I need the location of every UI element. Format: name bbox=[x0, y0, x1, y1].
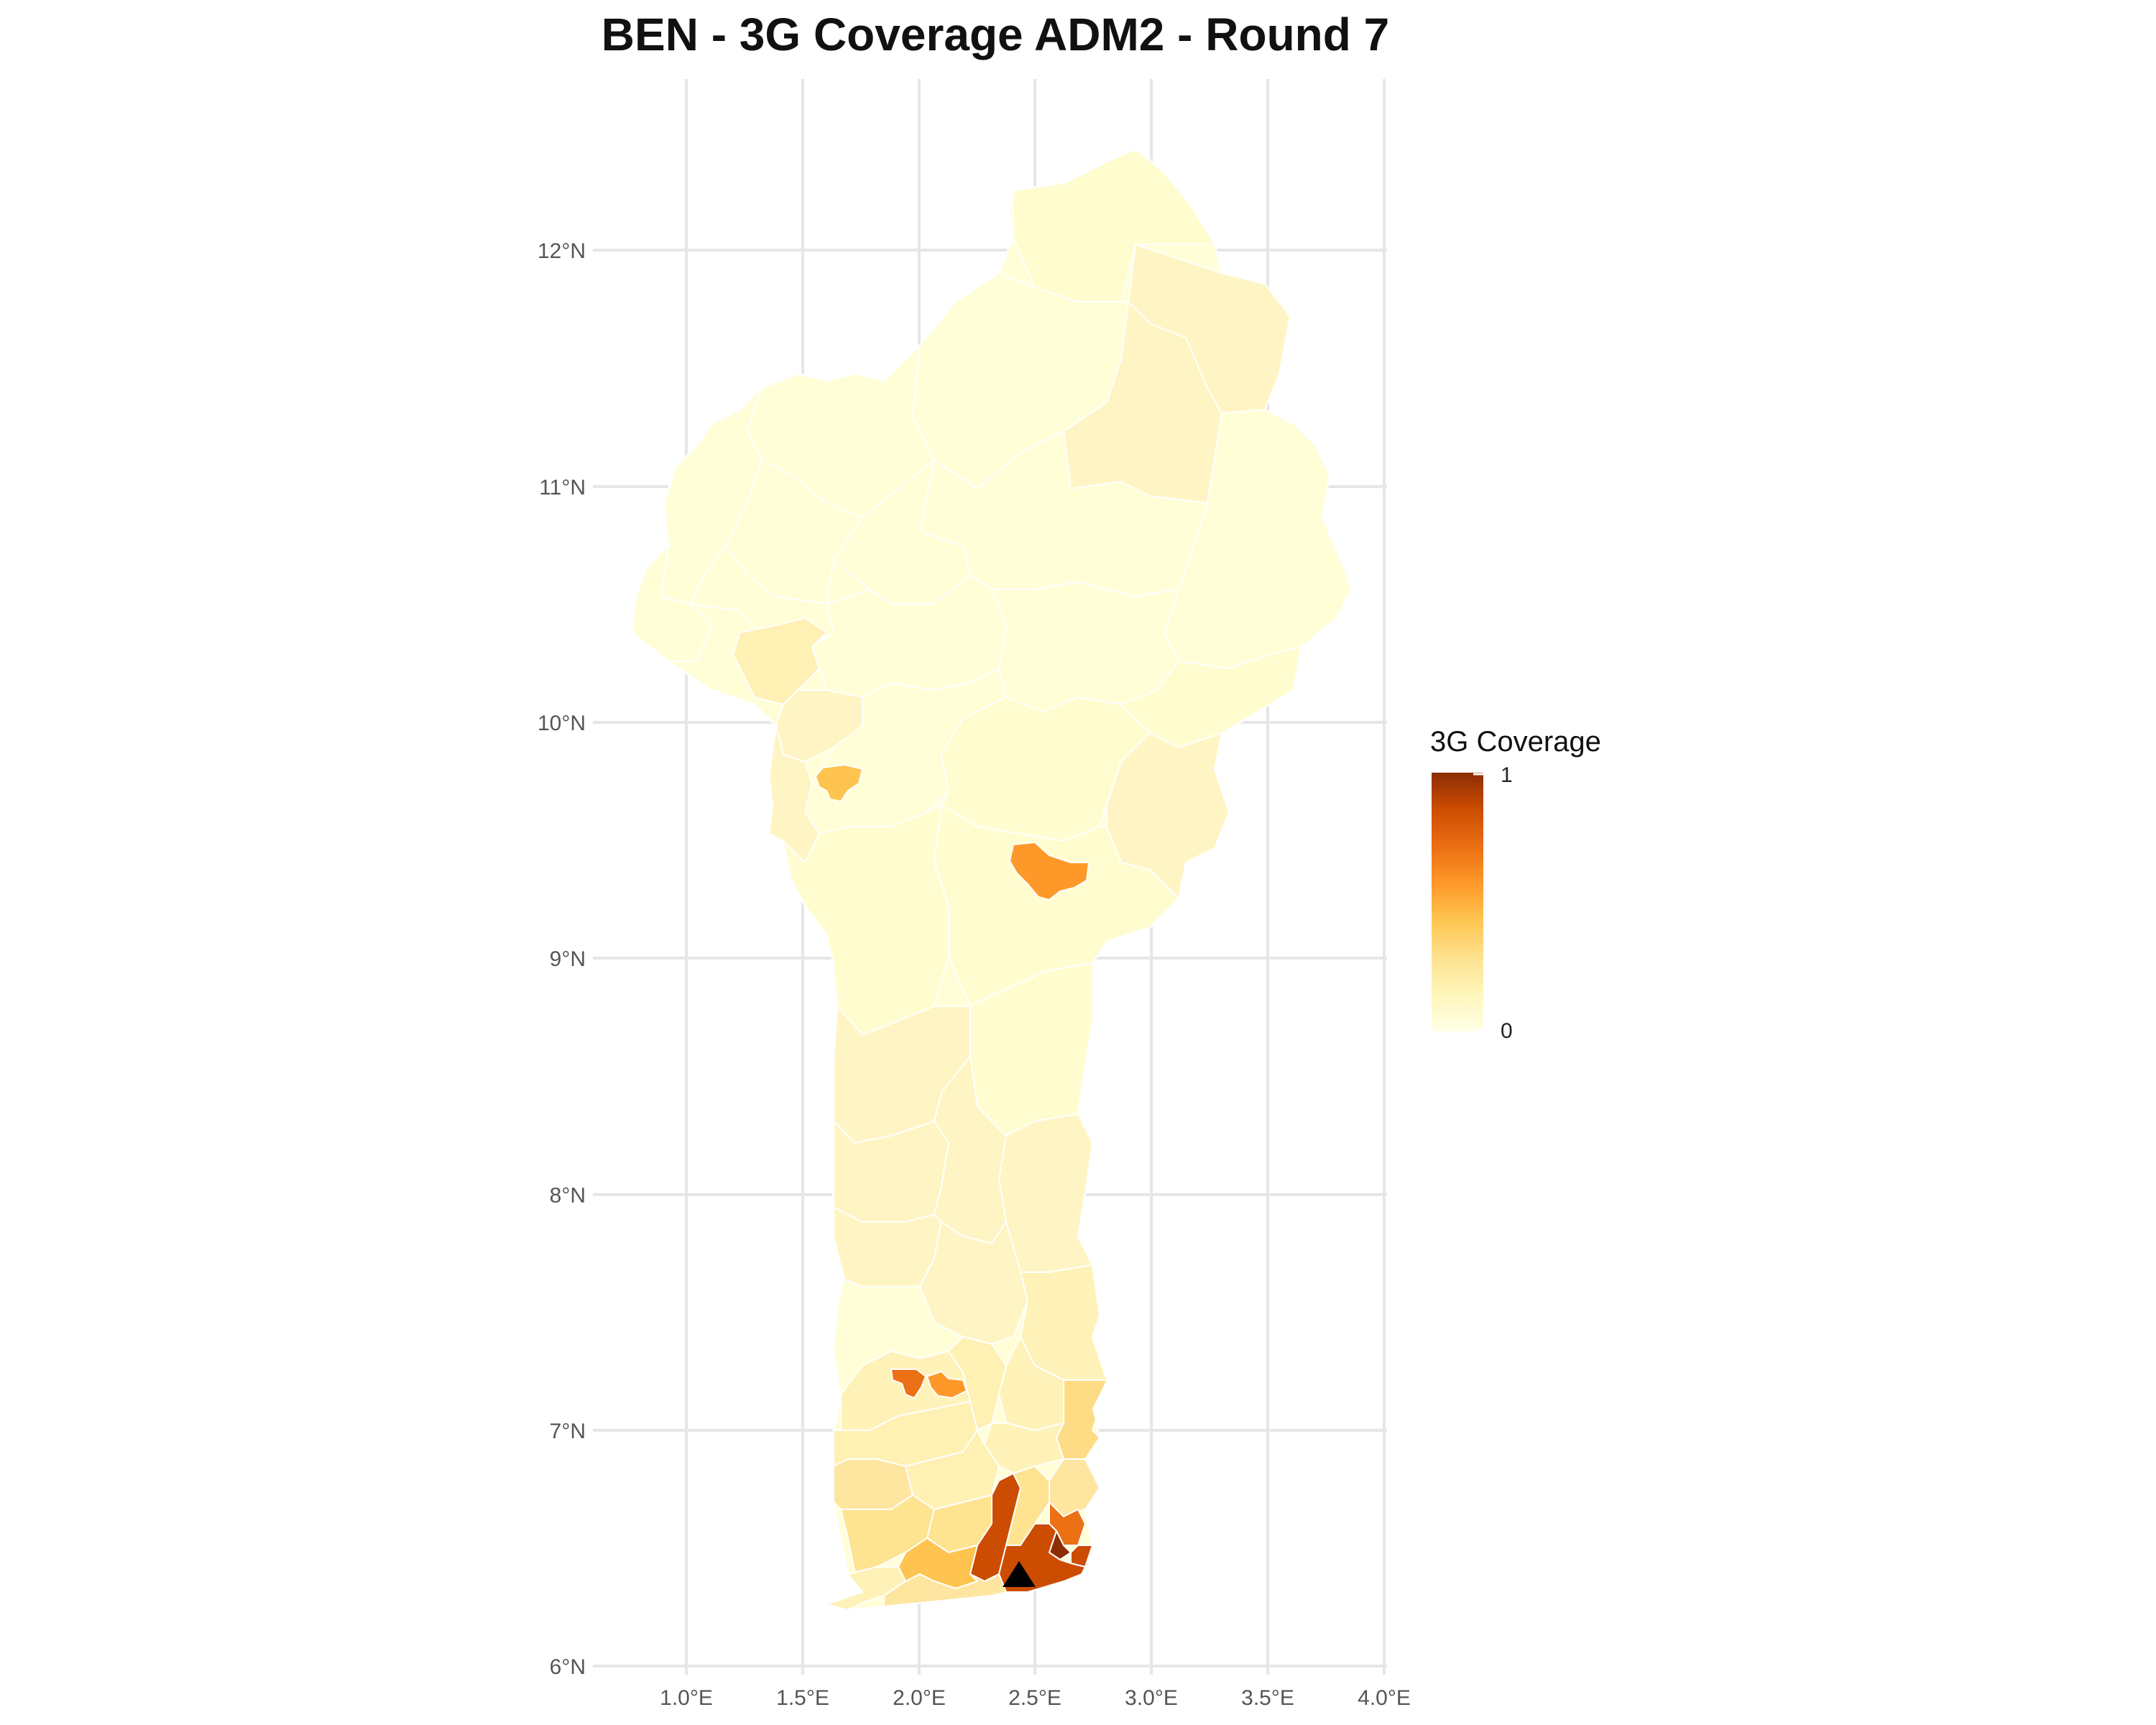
y-tick-label: 8°N bbox=[550, 1184, 586, 1208]
region-coast-1 bbox=[833, 1458, 913, 1510]
x-tick-label: 1.5°E bbox=[776, 1686, 829, 1710]
region-south-east-3 bbox=[1056, 1379, 1107, 1460]
x-tick-label: 2.5°E bbox=[1008, 1686, 1061, 1710]
region-abomey-2 bbox=[926, 1371, 967, 1399]
capital-triangle-marker bbox=[1003, 1561, 1036, 1587]
y-tick-label: 11°N bbox=[539, 476, 586, 500]
map-title: BEN - 3G Coverage ADM2 - Round 7 bbox=[602, 9, 1389, 60]
region-djougou bbox=[815, 764, 863, 802]
region-north-west-3 bbox=[632, 546, 712, 662]
region-east-3 bbox=[998, 1113, 1093, 1273]
benin-map bbox=[631, 148, 1353, 1611]
x-axis-labels: 1.0°E 1.5°E 2.0°E 2.5°E 3.0°E 3.5°E 4.0°… bbox=[660, 1686, 1411, 1710]
y-tick-label: 7°N bbox=[550, 1420, 586, 1443]
y-tick-label: 9°N bbox=[550, 947, 586, 971]
legend-colorbar bbox=[1432, 773, 1483, 1031]
legend-max-label: 1 bbox=[1501, 763, 1513, 787]
y-tick-label: 10°N bbox=[538, 712, 586, 735]
region-parakou bbox=[1009, 842, 1089, 901]
region-coast-west-2 bbox=[883, 1573, 1007, 1607]
region-central-3 bbox=[934, 804, 1179, 1007]
region-west-2 bbox=[732, 617, 827, 705]
y-axis-labels: 12°N 11°N 10°N 9°N 8°N 7°N 6°N bbox=[538, 239, 586, 1679]
legend-title: 3G Coverage bbox=[1430, 726, 1601, 758]
legend: 3G Coverage 1 0 bbox=[1430, 726, 1601, 1043]
legend-min-label: 0 bbox=[1501, 1019, 1513, 1043]
region-abomey-1 bbox=[890, 1368, 926, 1399]
region-coast-west-1 bbox=[826, 1566, 906, 1610]
x-tick-label: 3.0°E bbox=[1125, 1686, 1178, 1710]
y-tick-label: 6°N bbox=[550, 1655, 586, 1679]
y-tick-label: 12°N bbox=[538, 239, 586, 263]
x-tick-label: 4.0°E bbox=[1358, 1686, 1411, 1710]
x-tick-label: 3.5°E bbox=[1241, 1686, 1294, 1710]
region-east-central bbox=[1120, 646, 1302, 748]
x-tick-label: 1.0°E bbox=[660, 1686, 713, 1710]
x-tick-label: 2.0°E bbox=[893, 1686, 946, 1710]
